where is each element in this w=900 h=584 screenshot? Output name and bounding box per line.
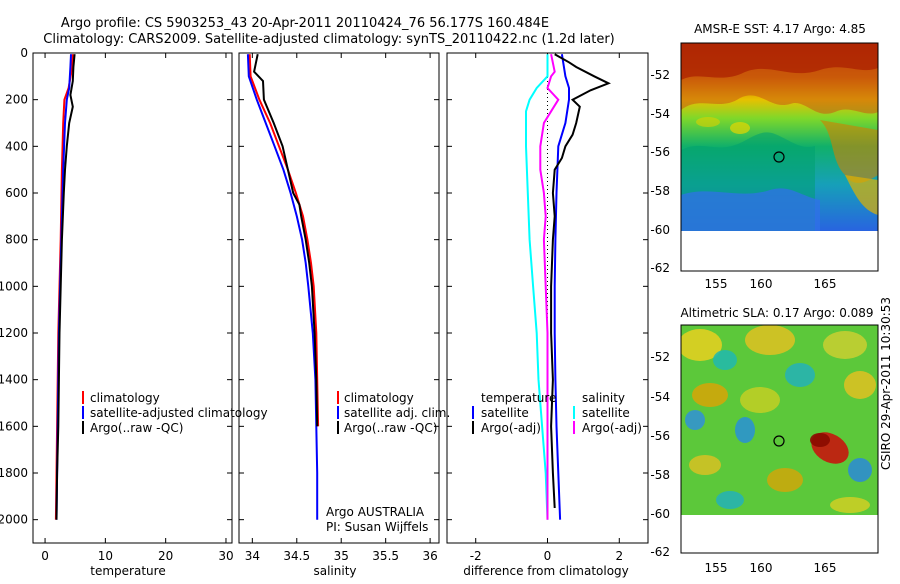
temperature-panel: climatology satellite-adjusted climatolo… — [32, 52, 268, 578]
y-tick-label: 1600 — [0, 419, 28, 433]
difference-series — [447, 52, 648, 543]
sst-map-title: AMSR-E SST: 4.17 Argo: 4.85 — [694, 22, 866, 36]
figure-title-line2: Climatology: CARS2009. Satellite-adjuste… — [43, 32, 615, 47]
sst-map-panel: AMSR-E SST: 4.17 Argo: 4.85 -52 -54 -56 … — [650, 22, 879, 291]
sla-map-frame — [680, 324, 879, 554]
y-tick-label: 1400 — [0, 373, 28, 387]
y-tick-label: -54 — [650, 390, 670, 404]
salinity-xlabel: salinity — [313, 564, 356, 578]
series-line — [550, 53, 611, 509]
legend-satellite-adj: satellite adj. clim. — [344, 406, 450, 420]
x-tick-label: 165 — [814, 277, 837, 291]
x-tick-label: 165 — [814, 561, 837, 575]
x-tick-label: 30 — [218, 549, 233, 563]
x-tick-label: 10 — [98, 549, 113, 563]
y-tick-label: -62 — [650, 545, 670, 559]
y-tick-label: -60 — [650, 507, 670, 521]
y-tick-label: -60 — [650, 223, 670, 237]
series-line — [55, 54, 76, 520]
y-tick-label: 600 — [5, 186, 28, 200]
legend-salinity-title: salinity — [582, 391, 625, 405]
x-tick-label: 0 — [544, 549, 552, 563]
y-tick-label: -62 — [650, 261, 670, 275]
temperature-series — [33, 52, 232, 543]
figure-title-line1: Argo profile: CS 5903253_43 20-Apr-2011 … — [61, 16, 549, 31]
y-tick-label: 0 — [20, 46, 28, 60]
series-line — [246, 54, 319, 520]
series-line — [253, 53, 319, 427]
x-tick-label: 36 — [422, 549, 437, 563]
y-tick-label: -56 — [650, 145, 670, 159]
x-tick-label: 160 — [750, 561, 773, 575]
legend-sal-satellite: satellite — [582, 406, 630, 420]
x-tick-label: 35.5 — [372, 549, 399, 563]
legend-temperature-title: temperature — [481, 391, 556, 405]
y-tick-label: -52 — [650, 350, 670, 364]
y-tick-label: 200 — [5, 93, 28, 107]
sla-heatmap — [681, 325, 878, 515]
legend-temp-argo: Argo(-adj) — [481, 421, 541, 435]
timestamp-label: CSIRO 29-Apr-2011 10:30:53 — [879, 297, 893, 470]
x-tick-label: 34 — [245, 549, 260, 563]
series-line — [553, 54, 570, 520]
x-tick-label: -2 — [470, 549, 482, 563]
legend-temp-satellite: satellite — [481, 406, 529, 420]
sla-map-title: Altimetric SLA: 0.17 Argo: 0.089 — [680, 306, 873, 320]
series-line — [539, 53, 560, 520]
temperature-xlabel: temperature — [90, 564, 165, 578]
salinity-panel: climatology satellite adj. clim. Argo(..… — [238, 52, 450, 578]
x-tick-label: 155 — [705, 561, 728, 575]
y-tick-label: 1000 — [0, 279, 28, 293]
salinity-frame — [238, 52, 440, 544]
argo-location-marker — [773, 151, 785, 163]
legend-climatology: climatology — [90, 391, 160, 405]
x-tick-label: 35 — [334, 549, 349, 563]
y-tick-label: -56 — [650, 429, 670, 443]
temperature-frame — [32, 52, 233, 544]
legend-climatology: climatology — [344, 391, 414, 405]
y-tick-label: -58 — [650, 468, 670, 482]
y-tick-label: 1800 — [0, 466, 28, 480]
legend-argo: Argo(..raw -QC) — [90, 421, 183, 435]
sst-map-frame — [680, 42, 879, 272]
legend-sal-argo: Argo(-adj) — [582, 421, 642, 435]
x-tick-label: 2 — [615, 549, 623, 563]
x-tick-label: 160 — [750, 277, 773, 291]
x-tick-label: 0 — [41, 549, 49, 563]
difference-legend: temperature satellite Argo(-adj) salinit… — [472, 391, 642, 435]
y-tick-label: 800 — [5, 233, 28, 247]
difference-xlabel: difference from climatology — [463, 564, 629, 578]
y-tick-label: 2000 — [0, 513, 28, 527]
x-tick-label: 20 — [158, 549, 173, 563]
legend-satellite-adjusted: satellite-adjusted climatology — [90, 406, 268, 420]
y-tick-label: 400 — [5, 139, 28, 153]
legend-argo: Argo(..raw -QC) — [344, 421, 437, 435]
difference-panel: temperature satellite Argo(-adj) salinit… — [446, 52, 649, 578]
argo-australia-label: Argo AUSTRALIA — [326, 505, 425, 519]
pi-label: PI: Susan Wijffels — [326, 520, 428, 534]
y-tick-label: -52 — [650, 68, 670, 82]
series-line — [525, 54, 549, 520]
y-tick-label: 1200 — [0, 326, 28, 340]
x-tick-label: 34.5 — [283, 549, 310, 563]
sla-map-panel: Altimetric SLA: 0.17 Argo: 0.089 -52 -54 — [650, 306, 879, 575]
salinity-series — [239, 52, 439, 543]
argo-location-marker — [773, 435, 785, 447]
y-tick-label: -54 — [650, 107, 670, 121]
y-tick-label: -58 — [650, 184, 670, 198]
sst-heatmap — [681, 43, 878, 231]
salinity-legend: climatology satellite adj. clim. Argo(..… — [337, 391, 450, 435]
x-tick-label: 155 — [705, 277, 728, 291]
temperature-legend: climatology satellite-adjusted climatolo… — [82, 391, 268, 435]
